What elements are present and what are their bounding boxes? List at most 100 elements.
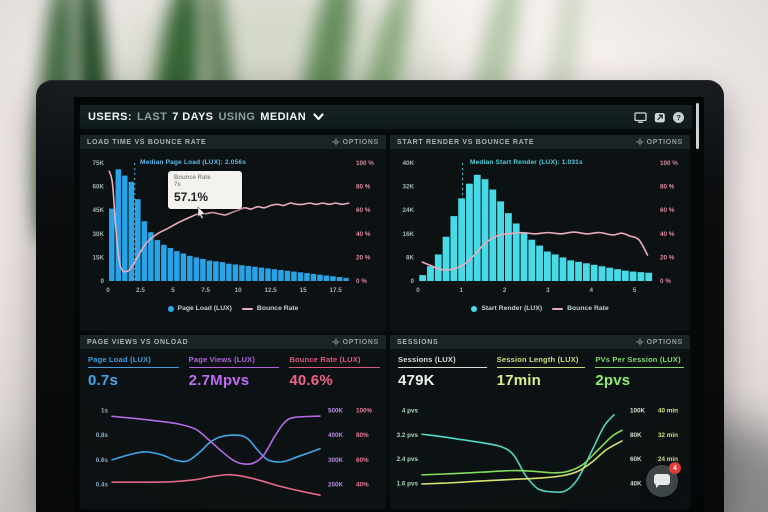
legend-line-swatch bbox=[241, 307, 253, 310]
panel-header: START RENDER VS BOUNCE RATE OPTIONS bbox=[390, 135, 690, 149]
panel-start-render-vs-bounce-rate: START RENDER VS BOUNCE RATE OPTIONS Medi… bbox=[390, 135, 690, 331]
scrollbar[interactable] bbox=[696, 103, 699, 149]
svg-text:4 pvs: 4 pvs bbox=[402, 408, 419, 415]
svg-text:40K: 40K bbox=[402, 160, 414, 167]
svg-text:1: 1 bbox=[460, 287, 464, 294]
legend-label: Bounce Rate bbox=[567, 305, 609, 312]
gear-icon bbox=[331, 138, 340, 146]
chevron-down-icon[interactable] bbox=[313, 113, 324, 121]
metric-bounce-rate: Bounce Rate (LUX) 40.6% bbox=[289, 355, 381, 389]
svg-text:200K: 200K bbox=[328, 482, 344, 489]
svg-text:100K: 100K bbox=[630, 408, 646, 415]
legend-dot-swatch bbox=[167, 305, 174, 312]
svg-text:80%: 80% bbox=[356, 432, 369, 439]
tooltip-subtitle: 7s bbox=[174, 182, 181, 188]
panel-load-time-vs-bounce-rate: LOAD TIME VS BOUNCE RATE OPTIONS Median … bbox=[80, 135, 386, 331]
legend-item[interactable]: Bounce Rate bbox=[241, 305, 299, 312]
svg-text:32 min: 32 min bbox=[658, 432, 678, 439]
svg-text:80K: 80K bbox=[630, 432, 642, 439]
metric-sessions: Sessions (LUX) 479K bbox=[398, 355, 487, 389]
svg-text:60K: 60K bbox=[92, 184, 104, 191]
options-label: OPTIONS bbox=[342, 338, 379, 346]
options-button[interactable]: OPTIONS bbox=[331, 338, 379, 346]
chat-bubble-icon bbox=[654, 474, 670, 488]
svg-text:40 min: 40 min bbox=[658, 408, 678, 415]
multi-line-chart[interactable]: 4 pvs 100K 40 min 3.2 pvs 80K 32 min 2.4 pvs 60… bbox=[392, 397, 688, 505]
gear-icon bbox=[635, 138, 644, 146]
tooltip-title: Bounce Rate bbox=[174, 175, 211, 181]
legend-item[interactable]: Start Render (LUX) bbox=[471, 305, 542, 312]
svg-text:5: 5 bbox=[633, 287, 637, 294]
svg-text:60%: 60% bbox=[356, 457, 369, 464]
svg-text:7.5: 7.5 bbox=[201, 287, 210, 294]
metric-value: 0.7s bbox=[88, 372, 118, 389]
metric-value: 40.6% bbox=[289, 372, 333, 389]
svg-text:0: 0 bbox=[100, 278, 104, 285]
display-icon[interactable] bbox=[634, 111, 647, 123]
svg-text:0.6s: 0.6s bbox=[96, 457, 109, 464]
legend-item[interactable]: Page Load (LUX) bbox=[167, 305, 232, 312]
svg-text:80 %: 80 % bbox=[356, 184, 371, 191]
svg-text:17.5: 17.5 bbox=[330, 287, 343, 294]
svg-text:45K: 45K bbox=[92, 207, 104, 214]
svg-text:12.5: 12.5 bbox=[265, 287, 278, 294]
svg-text:40 %: 40 % bbox=[660, 231, 675, 238]
legend-label: Bounce Rate bbox=[256, 305, 299, 312]
panel-page-views-vs-onload: PAGE VIEWS VS ONLOAD OPTIONS Page Load (… bbox=[80, 335, 386, 509]
svg-text:30K: 30K bbox=[92, 231, 104, 238]
metrics-row: Page Load (LUX) 0.7s Page Views (LUX) 2.… bbox=[88, 355, 381, 389]
svg-text:100 %: 100 % bbox=[356, 160, 374, 167]
metric-pvs-per-session: PVs Per Session (LUX) 2pvs bbox=[595, 355, 685, 389]
bar-line-chart[interactable]: 0 0 % 8K 20 % 16K 40 % 24K 60 % 32K 80 % 40K 100 % 0… bbox=[392, 151, 688, 303]
options-button[interactable]: OPTIONS bbox=[331, 138, 379, 146]
panel-title: LOAD TIME VS BOUNCE RATE bbox=[87, 138, 207, 146]
laptop: USERS: LAST 7 DAYS USING MEDIAN ? LOAD T… bbox=[36, 80, 724, 512]
help-icon[interactable]: ? bbox=[673, 111, 684, 123]
metric-page-load: Page Load (LUX) 0.7s bbox=[88, 355, 179, 389]
chat-widget-button[interactable]: 4 bbox=[646, 462, 681, 497]
metric-label: Sessions (LUX) bbox=[398, 355, 487, 368]
svg-text:15K: 15K bbox=[92, 254, 104, 261]
metric-value: 2.7Mpvs bbox=[188, 372, 250, 389]
panel-title: PAGE VIEWS VS ONLOAD bbox=[87, 338, 189, 346]
metric-value: 17min bbox=[496, 372, 542, 389]
svg-text:3: 3 bbox=[546, 287, 550, 294]
panel-title: START RENDER VS BOUNCE RATE bbox=[397, 138, 535, 146]
svg-text:16K: 16K bbox=[402, 231, 414, 238]
options-label: OPTIONS bbox=[646, 138, 683, 146]
metric-label: Page Views (LUX) bbox=[188, 355, 280, 368]
options-button[interactable]: OPTIONS bbox=[635, 338, 683, 346]
panel-title: SESSIONS bbox=[397, 338, 439, 346]
svg-text:5: 5 bbox=[171, 287, 175, 294]
svg-text:8K: 8K bbox=[406, 254, 415, 261]
gear-icon bbox=[331, 338, 340, 346]
svg-text:15: 15 bbox=[300, 287, 308, 294]
svg-text:3.2 pvs: 3.2 pvs bbox=[397, 432, 419, 439]
median-annotation: Median Start Render (LUX): 1.031s bbox=[470, 159, 583, 166]
svg-text:0.4s: 0.4s bbox=[96, 482, 109, 489]
legend-item[interactable]: Bounce Rate bbox=[552, 305, 609, 312]
svg-text:80 %: 80 % bbox=[660, 184, 675, 191]
header-segment: 7 DAYS bbox=[172, 111, 214, 123]
bar-line-chart[interactable]: 0 0 % 15K 20 % 30K 40 % 45K 60 % 60K 80 % 75K 100 %… bbox=[82, 151, 384, 303]
options-button[interactable]: OPTIONS bbox=[635, 138, 683, 146]
panel-sessions: SESSIONS OPTIONS Sessions (LUX) 479K Ses… bbox=[390, 335, 690, 509]
multi-line-chart[interactable]: 1s 500K 100% 0.8s 400K 80% 0.6s 300K 60% 0.4s 200K… bbox=[82, 397, 384, 505]
svg-text:40 %: 40 % bbox=[356, 231, 371, 238]
panel-header: LOAD TIME VS BOUNCE RATE OPTIONS bbox=[80, 135, 386, 149]
options-label: OPTIONS bbox=[342, 138, 379, 146]
svg-text:0 %: 0 % bbox=[356, 278, 367, 285]
svg-text:0: 0 bbox=[106, 287, 110, 294]
date-range-selector[interactable]: MEDIAN bbox=[260, 111, 307, 123]
dashboard-screen: USERS: LAST 7 DAYS USING MEDIAN ? LOAD T… bbox=[74, 97, 704, 512]
gear-icon bbox=[635, 338, 644, 346]
svg-text:300K: 300K bbox=[328, 457, 344, 464]
svg-text:24 min: 24 min bbox=[658, 456, 678, 463]
metric-label: PVs Per Session (LUX) bbox=[595, 355, 685, 368]
legend-line-swatch bbox=[552, 307, 564, 310]
median-annotation: Median Page Load (LUX): 2.056s bbox=[140, 159, 247, 166]
share-icon[interactable] bbox=[654, 112, 666, 123]
legend-dot-swatch bbox=[471, 305, 478, 312]
svg-text:0.8s: 0.8s bbox=[96, 432, 109, 439]
svg-text:10: 10 bbox=[235, 287, 243, 294]
